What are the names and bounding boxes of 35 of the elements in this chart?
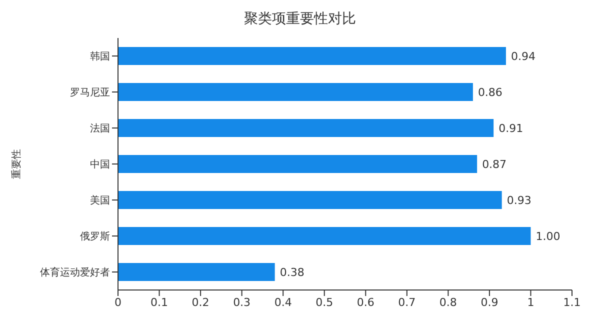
bar [118,191,502,209]
y-tick-label: 罗马尼亚 [70,88,110,99]
bar [118,83,473,101]
data-label: 0.86 [478,86,502,99]
bar [118,263,275,281]
data-label: 0.38 [280,266,304,279]
x-tick-label: 0.2 [192,296,210,309]
y-tick-label: 俄罗斯 [80,230,110,243]
x-tick-label: 0.5 [316,296,334,309]
data-label: 0.93 [506,194,532,207]
y-tick-label: 美国 [90,194,110,207]
chart-title: 聚类项重要性对比 [243,10,357,29]
data-label: 1.00 [536,230,560,243]
bar [118,47,506,65]
x-tick-label: 0.1 [150,296,168,309]
x-tick-label: 0.7 [398,296,416,309]
x-tick-label: 0.9 [480,296,498,309]
data-label: 0.94 [510,50,536,63]
x-tick-label: 1.1 [563,296,581,309]
bar [118,119,494,137]
y-tick-label: 法国 [90,122,110,135]
x-tick-label: 0.3 [233,296,251,309]
bar [118,155,478,173]
y-axis-title: 重要性 [10,149,23,179]
data-label: 0.87 [482,158,507,171]
y-tick-label: 韩国 [90,50,110,63]
x-tick-label: 0 [114,296,122,309]
y-tick-label: 中国 [90,158,110,171]
x-tick-label: 0.8 [439,296,457,309]
x-tick-label: 0.6 [356,296,374,309]
bar [118,227,531,245]
y-tick-label: 体育运动爱好者 [40,266,110,279]
data-label: 0.91 [498,122,524,135]
x-tick-label: 1 [527,296,534,309]
x-tick-label: 0.4 [274,296,292,309]
